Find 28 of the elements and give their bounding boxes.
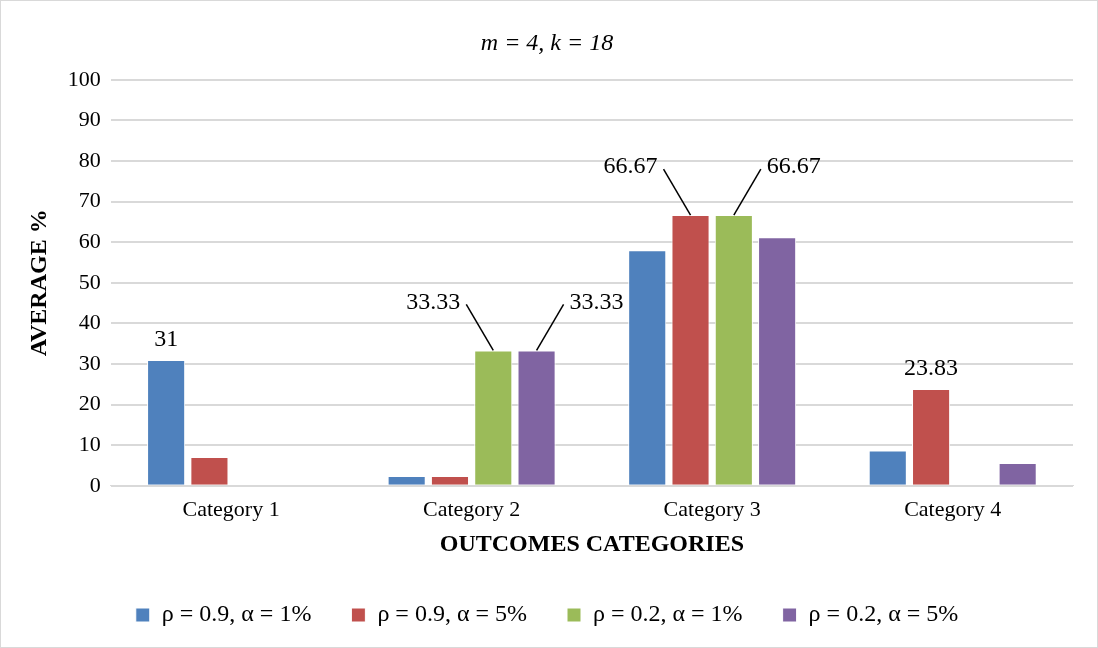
y-tick-label: 30 xyxy=(78,349,101,375)
x-tick-label: Category 2 xyxy=(423,495,521,521)
y-tick-label: 100 xyxy=(67,65,101,91)
data-label: 66.67 xyxy=(603,152,658,179)
legend-label: ρ = 0.9, α = 1% xyxy=(161,600,312,627)
x-tick-label: Category 4 xyxy=(904,495,1002,521)
y-axis-title: AVERAGE % xyxy=(24,209,51,357)
data-label: 33.33 xyxy=(406,287,461,314)
x-axis-title: OUTCOMES CATEGORIES xyxy=(439,529,745,556)
y-tick-label: 40 xyxy=(78,309,101,335)
legend-label: ρ = 0.2, α = 5% xyxy=(808,600,959,627)
data-label: 31 xyxy=(154,325,179,352)
x-tick-label: Category 3 xyxy=(663,495,761,521)
legend-label: ρ = 0.2, α = 1% xyxy=(593,600,743,627)
legend-label: ρ = 0.9, α = 5% xyxy=(377,600,528,627)
data-label: 66.67 xyxy=(766,152,821,179)
x-tick-label: Category 1 xyxy=(182,495,280,521)
y-tick-label: 50 xyxy=(78,268,101,294)
data-label: 23.83 xyxy=(904,354,959,381)
y-tick-label: 60 xyxy=(78,227,101,253)
y-tick-label: 80 xyxy=(78,146,101,172)
y-tick-label: 10 xyxy=(78,430,101,456)
y-tick-label: 0 xyxy=(89,471,101,497)
data-label: 33.33 xyxy=(569,287,624,314)
y-tick-label: 90 xyxy=(78,106,101,132)
chart-title: m = 4, k = 18 xyxy=(480,28,614,55)
y-tick-label: 70 xyxy=(78,187,101,213)
y-tick-label: 20 xyxy=(78,390,101,416)
